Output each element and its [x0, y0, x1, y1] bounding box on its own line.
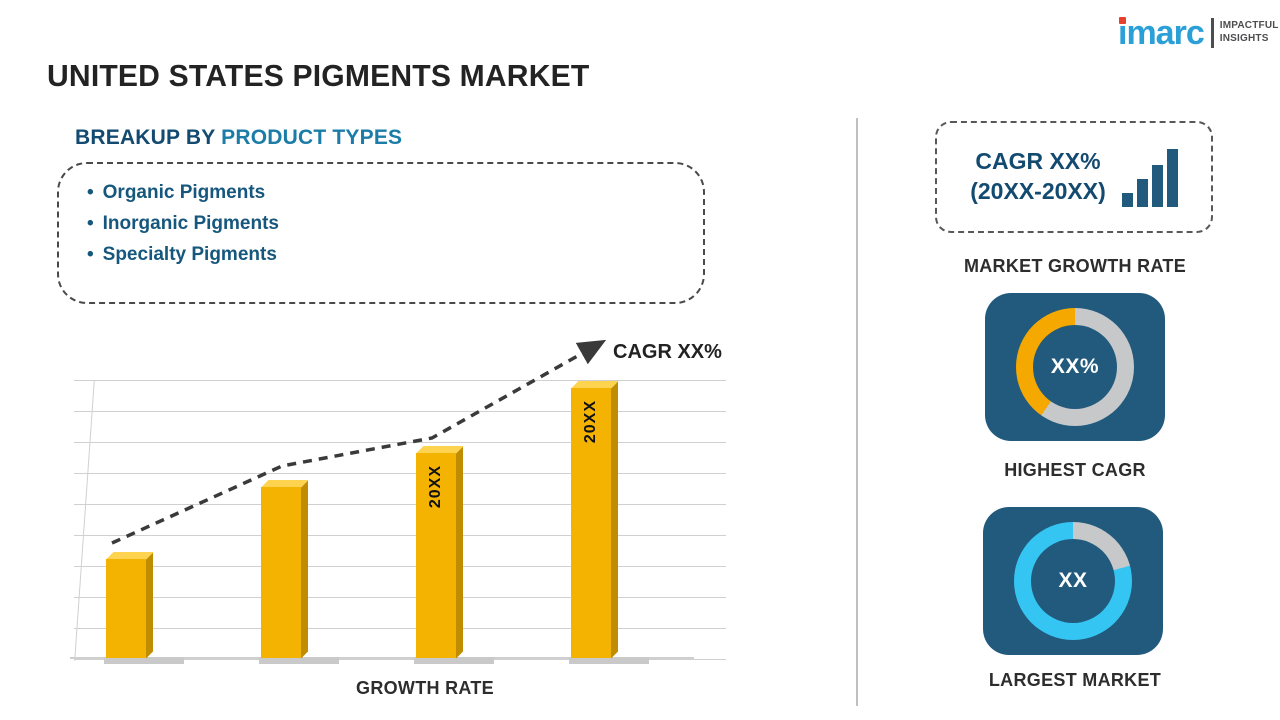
- largest-market-card: XX: [983, 507, 1163, 655]
- market-growth-rate-label: MARKET GROWTH RATE: [963, 256, 1187, 276]
- chart-bar-2: [261, 487, 301, 658]
- vertical-divider: [856, 118, 858, 706]
- logo-tagline-line1: IMPACTFUL: [1219, 20, 1279, 31]
- growth-bars-icon: [1121, 147, 1178, 207]
- logo-letters-rest: marc: [1126, 14, 1204, 52]
- bar-shadow: [259, 657, 339, 664]
- cagr-card-text: CAGR XX% (20XX-20XX): [970, 147, 1106, 207]
- list-item: Specialty Pigments: [87, 239, 703, 270]
- product-types-list: Organic Pigments Inorganic Pigments Spec…: [87, 177, 703, 270]
- bar-shadow: [414, 657, 494, 664]
- cagr-annotation: CAGR XX%: [613, 341, 722, 363]
- highest-cagr-donut-chart: XX%: [1016, 308, 1134, 426]
- highest-cagr-value: XX%: [1050, 355, 1100, 378]
- cagr-card-line2: (20XX-20XX): [970, 178, 1106, 204]
- chart-bars: 20XX 20XX: [62, 338, 734, 668]
- donut-center: XX%: [1033, 325, 1117, 409]
- largest-market-donut-chart: XX: [1014, 522, 1132, 640]
- imarc-logo: imarc IMPACTFUL INSIGHTS: [1118, 16, 1279, 50]
- chart-bar-4: 20XX: [571, 388, 611, 658]
- bar-shadow: [569, 657, 649, 664]
- breakup-heading-highlight: PRODUCT TYPES: [221, 126, 403, 149]
- cagr-card-line1: CAGR XX%: [975, 148, 1101, 175]
- breakup-heading: BREAKUP BY PRODUCT TYPES: [75, 126, 402, 150]
- icon-bar: [1136, 179, 1148, 207]
- logo-letter-i: i: [1118, 14, 1128, 52]
- largest-market-label: LARGEST MARKET: [988, 670, 1162, 690]
- largest-market-value: XX: [1058, 569, 1088, 592]
- logo-separator: [1210, 18, 1214, 48]
- chart-bar-3: 20XX: [416, 453, 456, 658]
- chart-x-axis-label: GROWTH RATE: [356, 678, 494, 698]
- highest-cagr-label: HIGHEST CAGR: [1004, 460, 1146, 480]
- donut-center: XX: [1031, 539, 1115, 623]
- cagr-card: CAGR XX% (20XX-20XX): [935, 121, 1213, 233]
- icon-bar: [1121, 193, 1133, 207]
- logo-brand-text: imarc: [1118, 14, 1205, 52]
- list-item: Inorganic Pigments: [87, 208, 703, 239]
- icon-bar: [1151, 165, 1163, 207]
- chart-baseline: [70, 657, 694, 659]
- breakup-heading-prefix: BREAKUP BY: [75, 126, 216, 149]
- highest-cagr-card: XX%: [985, 293, 1165, 441]
- bar-shadow: [104, 657, 184, 664]
- growth-rate-chart: 20XX 20XX: [62, 338, 734, 668]
- page-title: UNITED STATES PIGMENTS MARKET: [47, 58, 590, 93]
- product-types-box: Organic Pigments Inorganic Pigments Spec…: [57, 162, 705, 304]
- logo-tagline-line2: INSIGHTS: [1219, 32, 1269, 44]
- list-item: Organic Pigments: [87, 177, 703, 208]
- icon-bar: [1166, 149, 1178, 207]
- trend-arrow: [111, 339, 607, 545]
- logo-tagline: IMPACTFUL INSIGHTS: [1220, 20, 1279, 45]
- chart-bar-1: [106, 559, 146, 658]
